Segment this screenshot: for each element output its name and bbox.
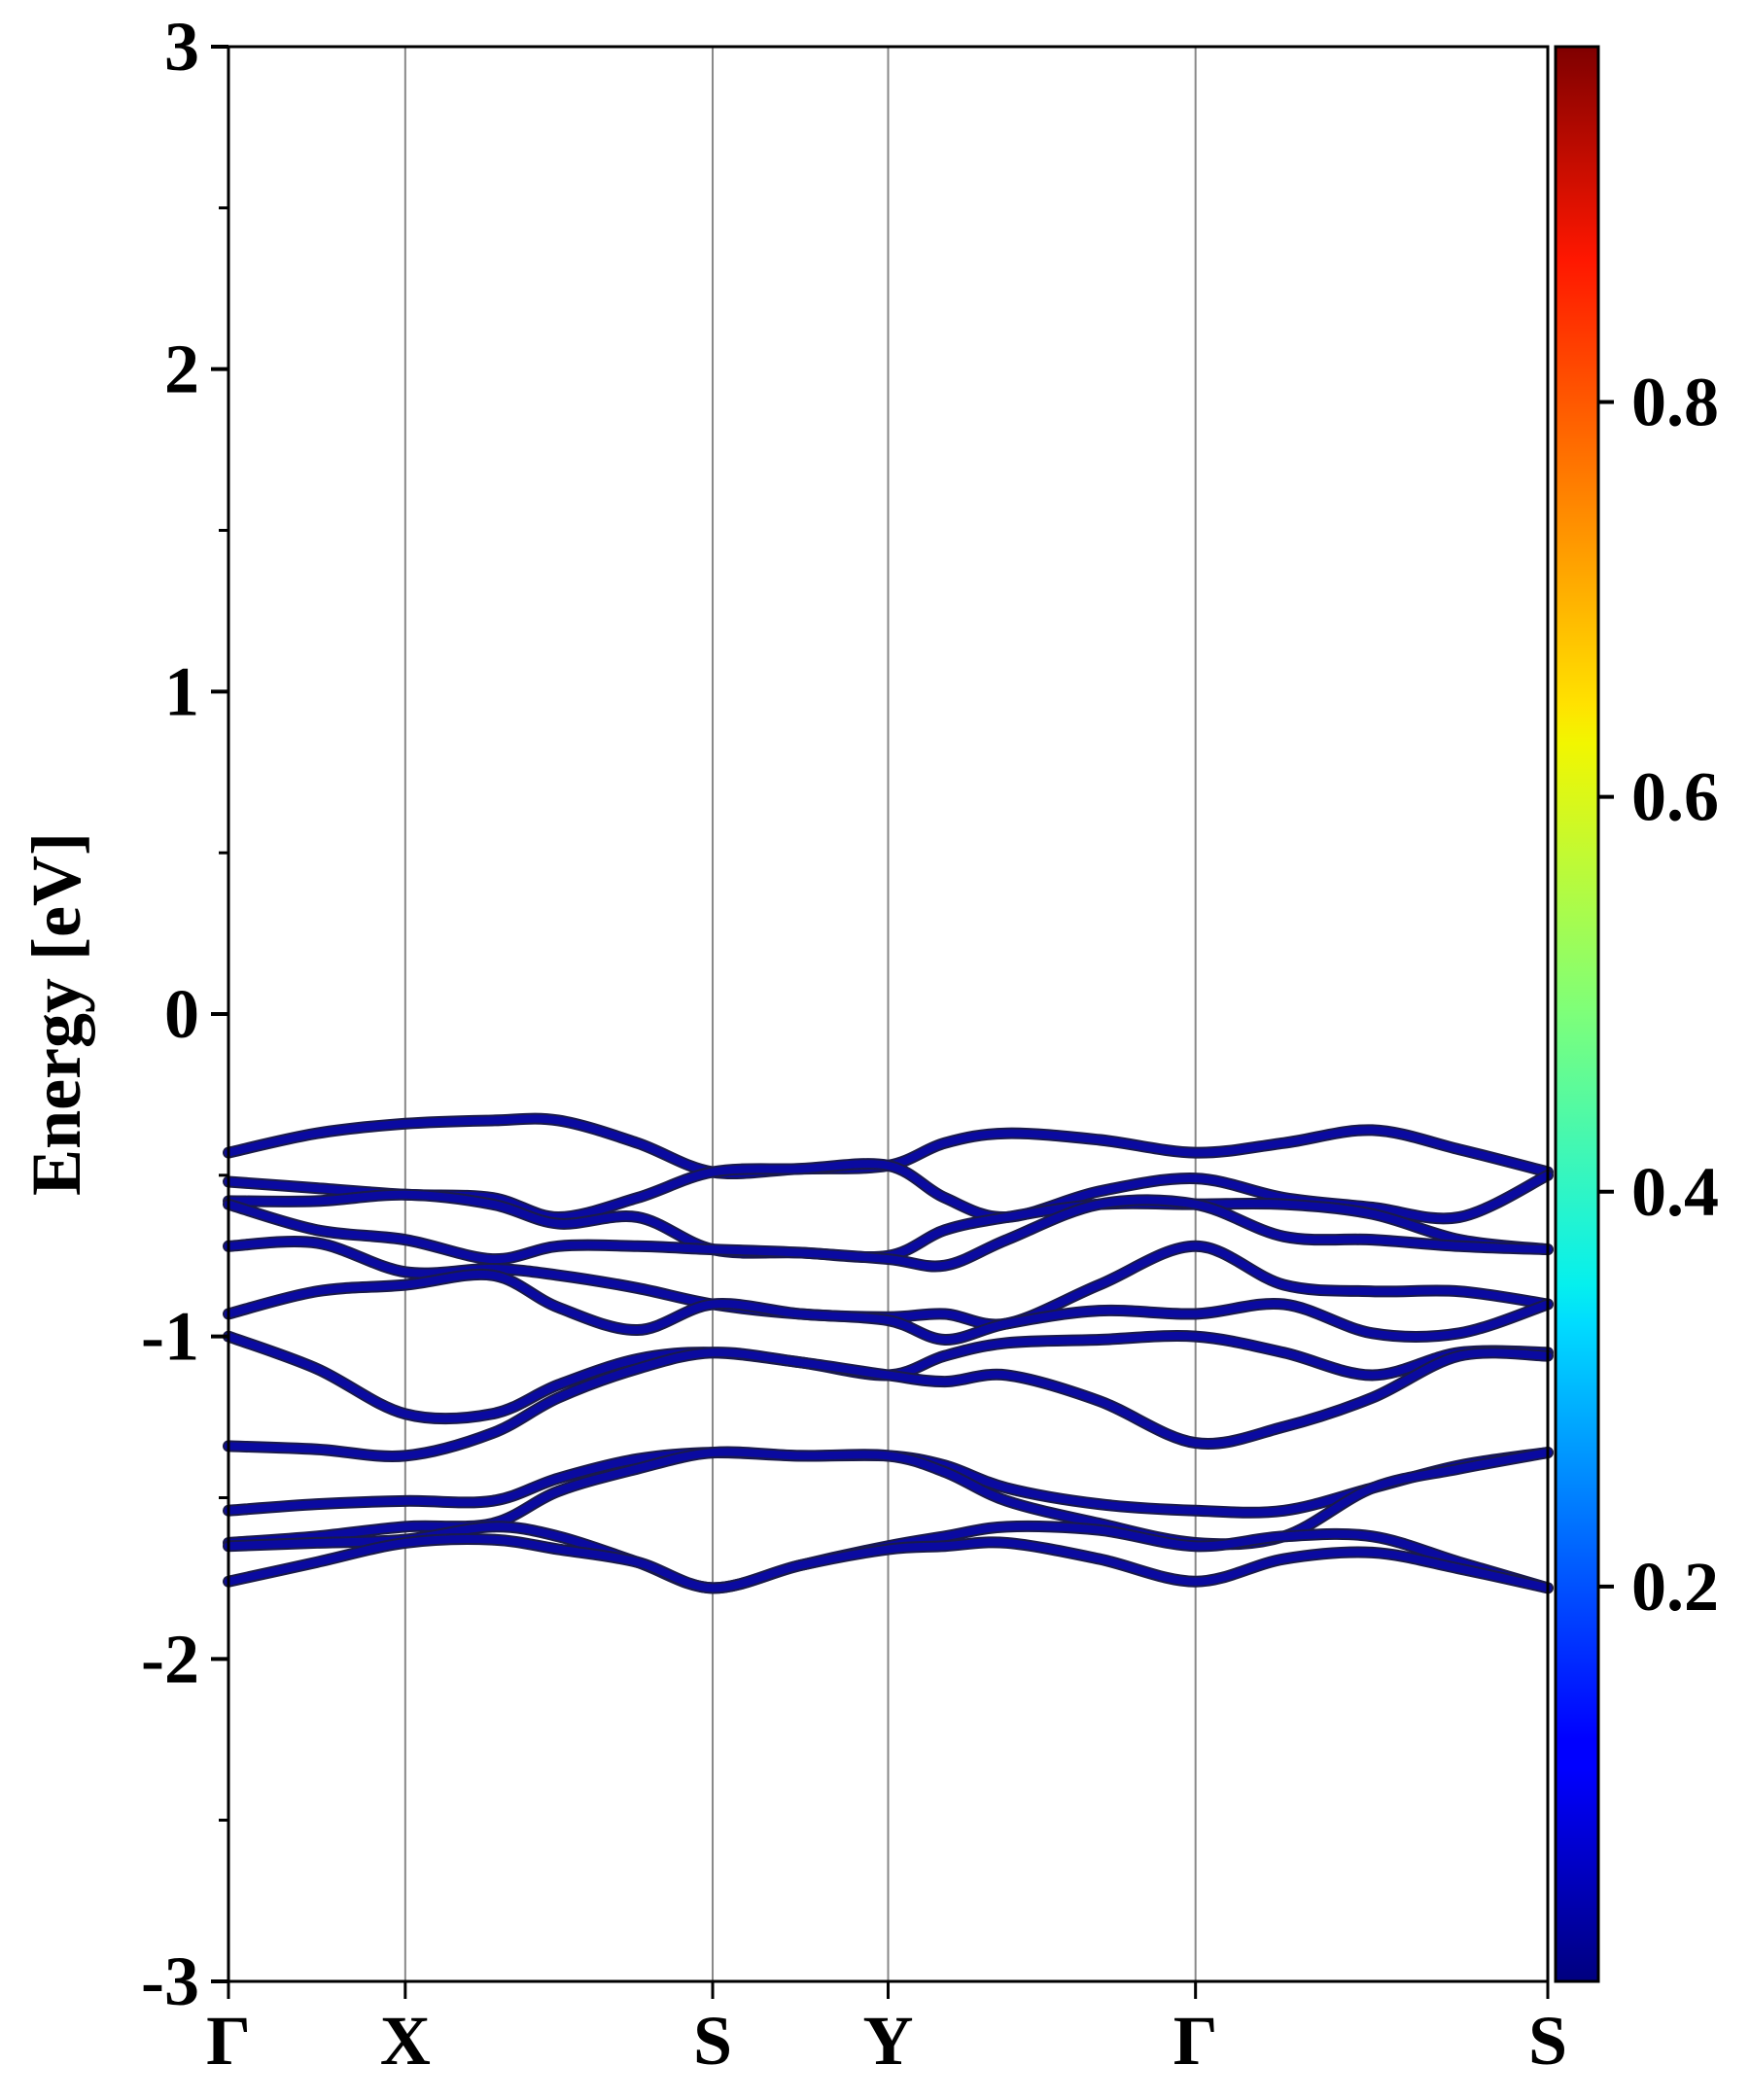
colorbar-tick-label: 0.4 [1631, 1153, 1719, 1231]
y-tick-label: -3 [141, 1942, 199, 2020]
high-symmetry-lines [403, 47, 1197, 1981]
colorbar-tick-label: 0.6 [1631, 758, 1719, 836]
x-tick-label: S [693, 2002, 732, 2080]
y-tick-label: -2 [141, 1620, 199, 1698]
x-tick-label: S [1528, 2002, 1567, 2080]
y-axis: 3 2 1 0 -1 -2 -3 [141, 8, 228, 2020]
colorbar-tick-label: 0.2 [1631, 1548, 1719, 1626]
colorbar-tick-label: 0.8 [1631, 364, 1719, 441]
bands [223, 1112, 1554, 1594]
colorbar [1554, 45, 1600, 1983]
y-tick-label: 0 [164, 975, 199, 1053]
x-tick-label: Γ [206, 2002, 251, 2080]
band-line [225, 1348, 1552, 1460]
y-tick-label: 1 [164, 652, 199, 730]
x-tick-label: Y [863, 2002, 914, 2080]
y-axis-label: Energy [eV] [18, 832, 95, 1196]
band-line [225, 1196, 1552, 1271]
colorbar-axis: 0.2 0.4 0.6 0.8 [1598, 364, 1719, 1626]
y-tick-label: 3 [164, 8, 199, 86]
x-tick-label: Γ [1173, 2002, 1218, 2080]
band-line [225, 1270, 1552, 1344]
x-tick-label: X [380, 2002, 431, 2080]
band-line [225, 1535, 1552, 1592]
y-tick-label: 2 [164, 331, 199, 408]
y-tick-label: -1 [141, 1298, 199, 1376]
